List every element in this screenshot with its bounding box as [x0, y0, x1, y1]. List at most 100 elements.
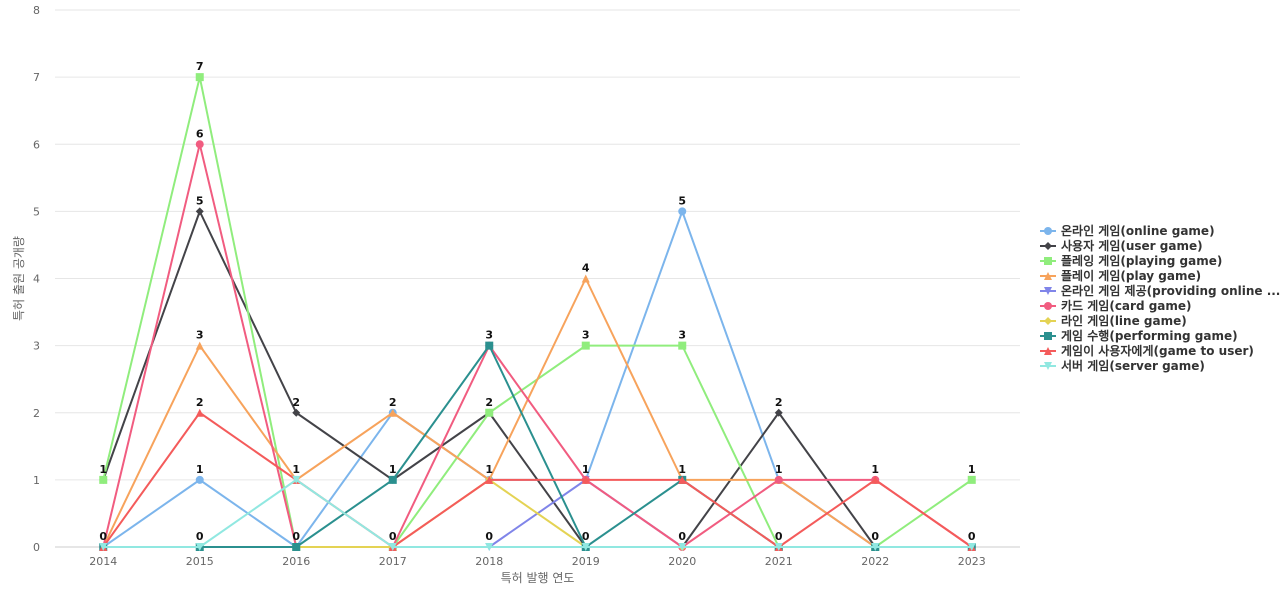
data-label: 1 [582, 463, 590, 476]
y-tick-label: 7 [33, 71, 40, 84]
series-point[interactable] [485, 341, 494, 350]
series-line[interactable] [102, 76, 973, 548]
data-label: 1 [775, 463, 783, 476]
legend-item[interactable]: 온라인 게임 제공(providing online ... [1040, 283, 1280, 298]
y-tick-label: 0 [33, 541, 40, 554]
legend-item[interactable]: 플레이 게임(play game) [1040, 268, 1201, 283]
series-point[interactable] [195, 475, 204, 484]
data-label: 7 [196, 60, 204, 73]
x-tick-label: 2014 [89, 555, 117, 568]
series-point[interactable] [774, 408, 783, 417]
series-point[interactable] [581, 475, 590, 484]
data-label: 1 [292, 463, 300, 476]
legend-item[interactable]: 카드 게임(card game) [1040, 298, 1192, 313]
data-label: 1 [389, 463, 397, 476]
series-point[interactable] [388, 408, 397, 417]
legend-label: 사용자 게임(user game) [1061, 238, 1203, 253]
y-tick-label: 5 [33, 205, 40, 218]
legend-label: 게임 수행(performing game) [1061, 328, 1238, 343]
series-point[interactable] [99, 543, 108, 551]
legend-item[interactable]: 서버 게임(server game) [1040, 358, 1205, 373]
series-point[interactable] [485, 475, 494, 484]
legend-marker [1044, 332, 1052, 340]
legend-item[interactable]: 게임 수행(performing game) [1040, 328, 1238, 343]
series-point[interactable] [388, 543, 397, 551]
series-point[interactable] [195, 341, 204, 350]
series-point[interactable] [967, 475, 976, 484]
legend-item[interactable]: 게임이 사용자에게(game to user) [1040, 343, 1254, 358]
data-label: 1 [968, 463, 976, 476]
legend-marker [1044, 317, 1052, 325]
series-point[interactable] [195, 140, 204, 149]
series-point[interactable] [967, 543, 976, 551]
data-label: 3 [582, 329, 590, 342]
series-line[interactable] [102, 411, 973, 548]
series-point[interactable] [292, 543, 301, 551]
series-point[interactable] [581, 274, 590, 283]
data-label: 5 [196, 194, 204, 207]
series-6 [99, 475, 976, 551]
data-label: 3 [678, 329, 686, 342]
legend-label: 온라인 게임 제공(providing online ... [1061, 283, 1280, 298]
series-9 [99, 475, 976, 551]
series-point[interactable] [774, 475, 783, 484]
legend-item[interactable]: 라인 게임(line game) [1040, 313, 1187, 328]
data-label: 0 [99, 530, 107, 543]
legend-item[interactable]: 온라인 게임(online game) [1040, 223, 1215, 238]
series-point[interactable] [774, 543, 783, 551]
series-point[interactable] [871, 475, 880, 484]
series-point[interactable] [292, 475, 301, 484]
series-line[interactable] [102, 478, 973, 548]
y-tick-label: 2 [33, 407, 40, 420]
series-point[interactable] [195, 408, 204, 417]
legend-marker [1044, 257, 1052, 265]
series-point[interactable] [292, 408, 301, 417]
series-point[interactable] [871, 543, 880, 551]
series-point[interactable] [678, 207, 687, 216]
data-label: 6 [196, 127, 204, 140]
series-point[interactable] [581, 341, 590, 350]
x-tick-label: 2018 [475, 555, 503, 568]
x-tick-label: 2022 [861, 555, 889, 568]
series-point[interactable] [581, 543, 590, 551]
data-label: 2 [485, 396, 493, 409]
legend-item[interactable]: 사용자 게임(user game) [1040, 238, 1203, 253]
legend-label: 게임이 사용자에게(game to user) [1061, 343, 1254, 358]
series-point[interactable] [485, 408, 494, 417]
x-tick-label: 2019 [572, 555, 600, 568]
series-line[interactable] [102, 478, 973, 548]
data-label: 0 [292, 530, 300, 543]
series-line[interactable] [102, 344, 973, 548]
series-point[interactable] [195, 207, 204, 216]
series-point[interactable] [485, 543, 494, 551]
series-point[interactable] [99, 475, 108, 484]
data-label: 3 [196, 329, 204, 342]
series-point[interactable] [195, 543, 204, 551]
legend-label: 라인 게임(line game) [1061, 313, 1187, 328]
data-label: 3 [485, 329, 493, 342]
legend-marker [1044, 272, 1052, 280]
series-7 [99, 341, 976, 551]
data-label: 0 [871, 530, 879, 543]
legend-item[interactable]: 플레잉 게임(playing game) [1040, 253, 1222, 268]
series-point[interactable] [195, 73, 204, 82]
legend-marker [1044, 362, 1052, 370]
data-label: 4 [582, 262, 590, 275]
series-line[interactable] [102, 143, 973, 548]
legend-marker [1044, 287, 1052, 295]
series-point[interactable] [678, 475, 687, 484]
series-point[interactable] [388, 475, 397, 484]
axes: 0 1 2 3 4 5 6 7 8 2014 2 0 1 5 2 0 1 6 2 0 1 7 2018 2019 2020 202… [12, 4, 986, 585]
series-point[interactable] [678, 341, 687, 350]
data-label: 2 [292, 396, 300, 409]
y-tick-label: 8 [33, 4, 40, 17]
data-label: 0 [485, 530, 493, 543]
x-tick-label: 2020 [668, 555, 696, 568]
y-tick-label: 6 [33, 138, 40, 151]
legend-label: 플레이 게임(play game) [1061, 268, 1201, 283]
series-point[interactable] [678, 543, 687, 551]
data-label: 2 [775, 396, 783, 409]
x-tick-label: 2023 [958, 555, 986, 568]
